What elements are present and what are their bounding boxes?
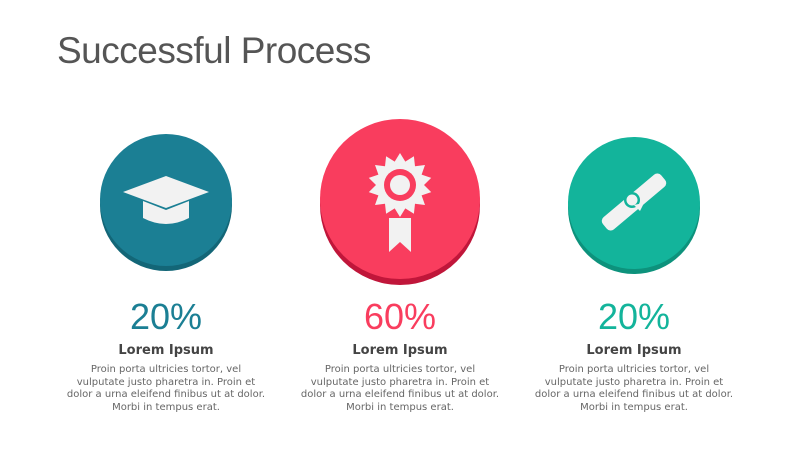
item-description: Proin porta ultricies tortor, vel vulput… <box>534 364 734 413</box>
graduation-cap-icon <box>123 176 209 224</box>
item-description: Proin porta ultricies tortor, vel vulput… <box>300 364 500 413</box>
item-description: Proin porta ultricies tortor, vel vulput… <box>66 364 266 413</box>
diploma-scroll-icon <box>601 173 667 231</box>
award-ribbon-icon <box>368 153 432 252</box>
percent-value: 60% <box>363 296 437 337</box>
percent-value: 20% <box>129 296 203 337</box>
percent-value: 20% <box>597 296 671 337</box>
item-heading: Lorem Ipsum <box>352 343 448 358</box>
slide-title: Successful Process <box>57 30 371 71</box>
item-heading: Lorem Ipsum <box>586 343 682 358</box>
item-heading: Lorem Ipsum <box>118 343 214 358</box>
